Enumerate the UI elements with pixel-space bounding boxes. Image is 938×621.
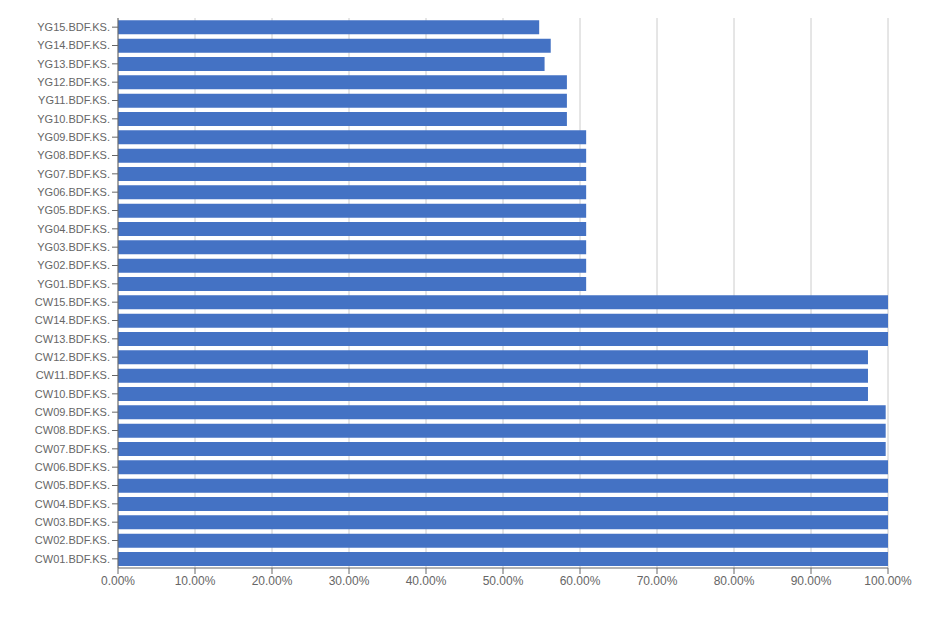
svg-text:CW12.BDF.KS.: CW12.BDF.KS.	[35, 351, 110, 363]
svg-text:CW02.BDF.KS.: CW02.BDF.KS.	[35, 534, 110, 546]
svg-text:YG03.BDF.KS.: YG03.BDF.KS.	[37, 241, 110, 253]
svg-text:YG04.BDF.KS.: YG04.BDF.KS.	[37, 223, 110, 235]
svg-text:YG01.BDF.KS.: YG01.BDF.KS.	[37, 278, 110, 290]
svg-text:YG15.BDF.KS.: YG15.BDF.KS.	[37, 21, 110, 33]
svg-text:80.00%: 80.00%	[714, 574, 755, 588]
svg-text:CW04.BDF.KS.: CW04.BDF.KS.	[35, 498, 110, 510]
svg-text:CW08.BDF.KS.: CW08.BDF.KS.	[35, 424, 110, 436]
svg-text:CW01.BDF.KS.: CW01.BDF.KS.	[35, 553, 110, 565]
svg-text:YG02.BDF.KS.: YG02.BDF.KS.	[37, 259, 110, 271]
svg-text:70.00%: 70.00%	[637, 574, 678, 588]
svg-text:CW11.BDF.KS.: CW11.BDF.KS.	[36, 369, 110, 381]
svg-text:YG12.BDF.KS.: YG12.BDF.KS.	[37, 76, 110, 88]
svg-text:CW10.BDF.KS.: CW10.BDF.KS.	[35, 388, 110, 400]
svg-text:CW13.BDF.KS.: CW13.BDF.KS.	[35, 333, 110, 345]
svg-text:YG07.BDF.KS.: YG07.BDF.KS.	[37, 168, 110, 180]
svg-text:20.00%: 20.00%	[252, 574, 293, 588]
svg-text:YG08.BDF.KS.: YG08.BDF.KS.	[37, 149, 110, 161]
svg-text:CW14.BDF.KS.: CW14.BDF.KS.	[35, 314, 110, 326]
svg-text:0.00%: 0.00%	[101, 574, 135, 588]
svg-text:60.00%: 60.00%	[560, 574, 601, 588]
svg-text:30.00%: 30.00%	[329, 574, 370, 588]
svg-text:CW05.BDF.KS.: CW05.BDF.KS.	[35, 479, 110, 491]
svg-text:YG14.BDF.KS.: YG14.BDF.KS.	[37, 39, 110, 51]
svg-text:CW15.BDF.KS.: CW15.BDF.KS.	[35, 296, 110, 308]
svg-text:40.00%: 40.00%	[406, 574, 447, 588]
svg-text:YG10.BDF.KS.: YG10.BDF.KS.	[37, 113, 110, 125]
svg-text:YG13.BDF.KS.: YG13.BDF.KS.	[37, 58, 110, 70]
svg-text:100.00%: 100.00%	[864, 574, 912, 588]
svg-text:CW06.BDF.KS.: CW06.BDF.KS.	[35, 461, 110, 473]
svg-text:50.00%: 50.00%	[483, 574, 524, 588]
svg-text:YG05.BDF.KS.: YG05.BDF.KS.	[37, 204, 110, 216]
svg-text:CW03.BDF.KS.: CW03.BDF.KS.	[35, 516, 110, 528]
svg-text:YG09.BDF.KS.: YG09.BDF.KS.	[37, 131, 110, 143]
svg-text:YG06.BDF.KS.: YG06.BDF.KS.	[37, 186, 110, 198]
svg-text:CW09.BDF.KS.: CW09.BDF.KS.	[35, 406, 110, 418]
svg-text:CW07.BDF.KS.: CW07.BDF.KS.	[35, 443, 110, 455]
svg-text:90.00%: 90.00%	[791, 574, 832, 588]
svg-text:YG11.BDF.KS.: YG11.BDF.KS.	[38, 94, 110, 106]
svg-text:10.00%: 10.00%	[175, 574, 216, 588]
